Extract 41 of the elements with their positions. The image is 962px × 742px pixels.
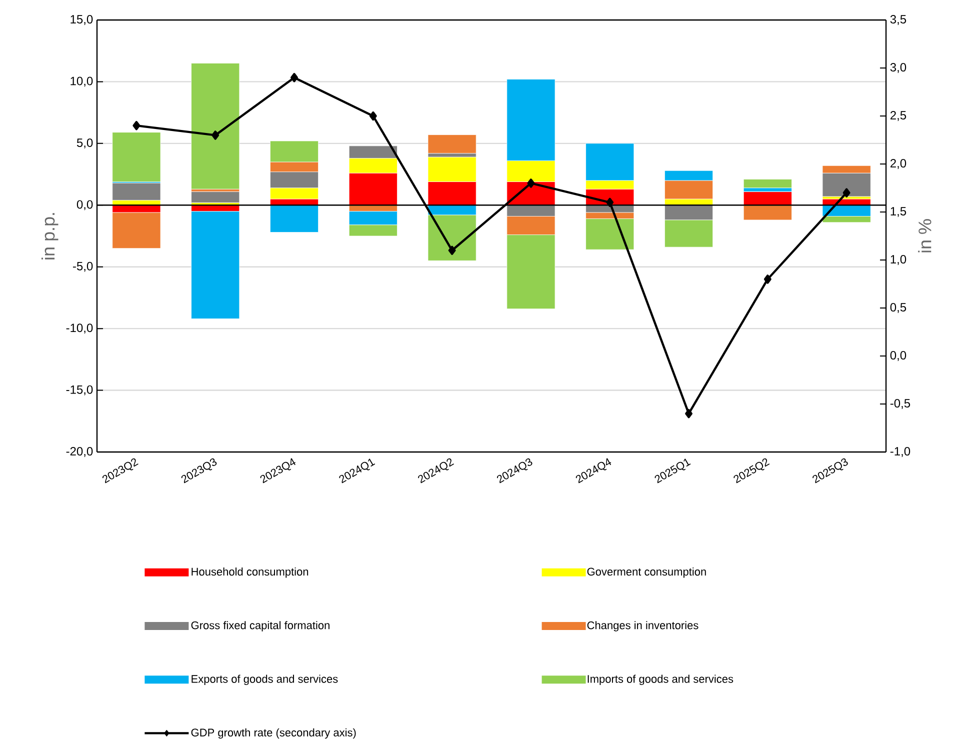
point xyxy=(212,130,220,140)
y-tick-label: 5,0 xyxy=(76,138,93,148)
y-tick-label: 15,0 xyxy=(70,15,93,25)
y2-axis-title: in % xyxy=(918,219,932,252)
legend-label: GDP growth rate (secondary axis) xyxy=(191,728,356,739)
y2-tick-label: -1,0 xyxy=(890,447,910,457)
y-tick-label: -10,0 xyxy=(66,324,93,334)
y-tick-label: 0,0 xyxy=(76,200,93,210)
point xyxy=(527,178,535,188)
y2-tick-label: -0,5 xyxy=(890,399,910,409)
point xyxy=(369,111,377,121)
bar xyxy=(191,191,240,203)
y2-tick-label: 0,0 xyxy=(890,351,906,361)
bar xyxy=(191,63,240,190)
point xyxy=(842,188,850,198)
y-tick-label: -20,0 xyxy=(66,447,93,457)
point xyxy=(290,72,298,82)
y2-tick-label: 1,0 xyxy=(890,255,906,265)
point xyxy=(448,246,456,255)
y-tick-label: -5,0 xyxy=(72,262,93,272)
point xyxy=(606,198,614,207)
bar xyxy=(428,134,476,154)
y2-tick-label: 1,5 xyxy=(890,207,906,217)
legend-label: Goverment consumption xyxy=(587,568,706,578)
legend-label: Changes in inventories xyxy=(587,621,698,632)
legend-label: Imports of goods and services xyxy=(588,674,734,686)
y2-tick-label: 2,5 xyxy=(890,111,906,121)
legend-label: Exports of goods and services xyxy=(192,674,338,686)
point xyxy=(764,274,772,284)
y-axis-title: in p.p. xyxy=(41,213,58,260)
y-tick-label: 10,0 xyxy=(70,76,93,87)
y2-tick-label: 3,0 xyxy=(890,63,906,73)
point xyxy=(132,120,140,130)
legend-label: Household consumption xyxy=(192,568,308,578)
point xyxy=(685,409,692,418)
legend-label: Gross fixed capital formation xyxy=(191,621,330,632)
bar xyxy=(743,179,792,188)
y2-tick-label: 3,5 xyxy=(890,15,906,25)
y-tick-label: -15,0 xyxy=(66,385,93,396)
y2-tick-label: 2,0 xyxy=(890,159,906,169)
y2-tick-label: 0,5 xyxy=(890,303,906,313)
